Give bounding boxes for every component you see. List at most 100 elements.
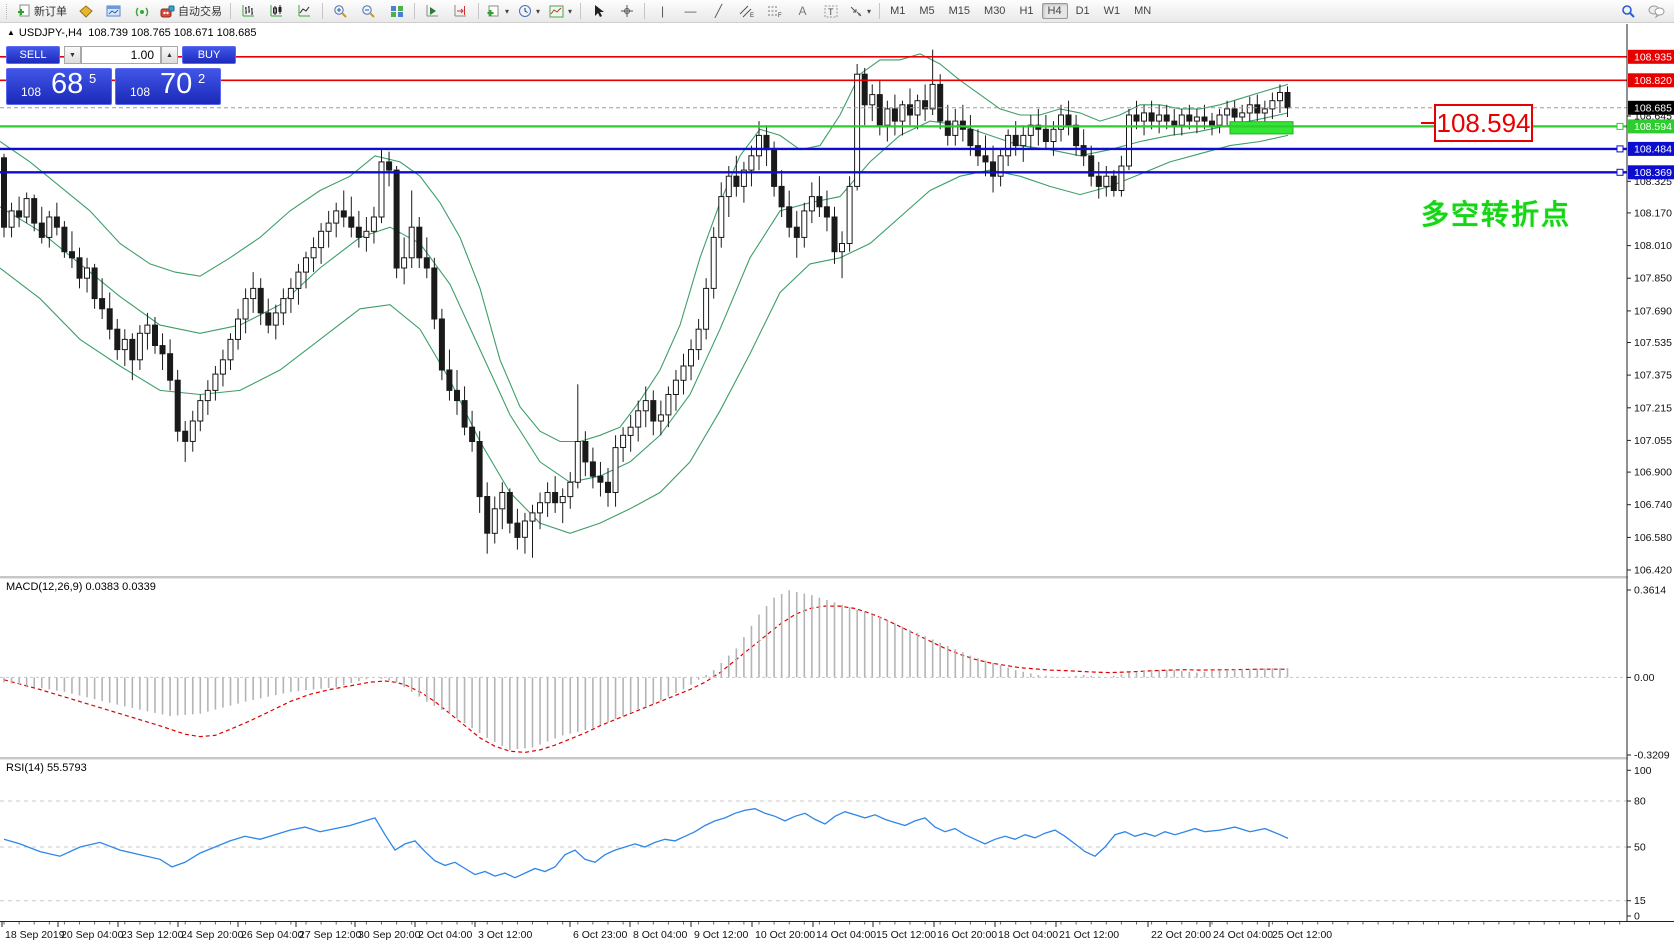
candle-body: [99, 298, 106, 310]
templates-button[interactable]: ▾: [545, 1, 576, 22]
text-label-button[interactable]: T: [817, 1, 844, 22]
horizontal-lines: [0, 55, 1627, 176]
chart-line-button[interactable]: [291, 1, 318, 22]
indicators-button[interactable]: ▾: [483, 1, 513, 22]
chat-button[interactable]: [1643, 1, 1670, 22]
time-label: 9 Oct 12:00: [694, 929, 748, 941]
candle-body: [521, 520, 528, 538]
svg-text:E: E: [750, 13, 754, 18]
sell-price-box[interactable]: 108 68 5: [6, 68, 112, 105]
timeframe-M5[interactable]: M5: [919, 5, 935, 17]
candle-body: [484, 496, 491, 534]
vertical-line-button[interactable]: |: [660, 4, 665, 18]
buy-button[interactable]: BUY: [182, 46, 236, 64]
timeframe-H4[interactable]: H4: [1041, 3, 1068, 19]
candle-body: [718, 196, 725, 238]
candle-body: [854, 73, 861, 187]
step-forward-button[interactable]: [419, 1, 446, 22]
sell-button[interactable]: SELL: [6, 46, 60, 64]
svg-text:107.535: 107.535: [1634, 337, 1672, 349]
signals-button[interactable]: [128, 1, 155, 22]
candle-body: [1209, 120, 1215, 126]
candle-body: [1103, 175, 1110, 187]
zoom-out-button[interactable]: [355, 1, 382, 22]
svg-text:107.215: 107.215: [1634, 402, 1672, 414]
candle-body: [167, 353, 174, 381]
volume-down-button[interactable]: ▼: [64, 46, 81, 64]
price-callout-box[interactable]: 108.594: [1434, 104, 1533, 142]
timeframe-W1[interactable]: W1: [1103, 5, 1121, 17]
candle-body: [416, 226, 423, 259]
autotrading-button[interactable]: 自动交易: [156, 1, 226, 22]
timeframe-MN[interactable]: MN: [1134, 5, 1152, 17]
periods-button[interactable]: ▾: [514, 1, 544, 22]
candle-body: [423, 257, 430, 269]
chart-candles-button[interactable]: [263, 1, 290, 22]
candle-body: [740, 169, 747, 187]
candle-body: [84, 267, 90, 279]
candle-body: [499, 492, 506, 510]
candle-body: [295, 271, 302, 289]
timeframe-H1[interactable]: H1: [1019, 5, 1034, 17]
candle-body: [1027, 124, 1034, 136]
new-order-button[interactable]: 新订单: [13, 1, 71, 22]
timeframe-M1[interactable]: M1: [890, 5, 906, 17]
candle-body: [1148, 112, 1155, 122]
svg-text:106.900: 106.900: [1634, 467, 1672, 479]
rsi-label: RSI(14) 55.5793: [6, 762, 87, 774]
chart-shift-icon: [454, 5, 466, 17]
equidistant-channel-icon: E: [739, 5, 754, 18]
time-label: 25 Oct 12:00: [1272, 929, 1332, 941]
candle-body: [1277, 92, 1283, 102]
fibonacci-icon: F: [768, 6, 782, 18]
candle-body: [907, 104, 913, 116]
trendline-button[interactable]: ╱: [714, 4, 723, 18]
svg-text:108.935: 108.935: [1634, 51, 1672, 63]
timeframe-D1[interactable]: D1: [1075, 5, 1090, 17]
candle-body: [106, 308, 113, 330]
svg-text:108.820: 108.820: [1634, 75, 1672, 87]
price-axis[interactable]: 108.645108.325108.170108.010107.850107.6…: [1627, 49, 1674, 923]
text-button[interactable]: A: [798, 4, 807, 18]
svg-text:108.594: 108.594: [1634, 121, 1672, 133]
svg-text:50: 50: [1634, 842, 1646, 854]
timeframe-M30[interactable]: M30: [984, 5, 1006, 17]
candle-body: [469, 426, 476, 443]
zoom-in-button[interactable]: [327, 1, 354, 22]
buy-price-box[interactable]: 108 70 2: [115, 68, 221, 105]
candle-body: [408, 226, 415, 259]
volume-input[interactable]: 1.00: [81, 46, 161, 64]
highlight-rect[interactable]: [1229, 121, 1294, 135]
candle-body: [250, 287, 257, 300]
channel-button[interactable]: E: [733, 1, 760, 22]
svg-text:107.375: 107.375: [1634, 370, 1672, 382]
search-button[interactable]: [1615, 1, 1642, 22]
volume-up-button[interactable]: ▲: [161, 46, 178, 64]
support-line-108484-handle[interactable]: [1616, 145, 1624, 153]
arrows-button[interactable]: ▾: [845, 1, 875, 22]
cursor-button[interactable]: [585, 1, 612, 22]
pivot-note-text[interactable]: 多空转折点: [1421, 199, 1572, 230]
candle-body: [627, 426, 634, 436]
chart-bars-button[interactable]: [235, 1, 262, 22]
candle-body: [922, 100, 929, 110]
chart-shift-button[interactable]: [447, 1, 474, 22]
toolbar-grip[interactable]: [6, 3, 10, 19]
candle-body: [212, 373, 219, 391]
candle-body: [91, 267, 98, 300]
candle-body: [1042, 128, 1049, 143]
candle-body: [386, 161, 393, 171]
support-line-108369-handle[interactable]: [1616, 168, 1624, 176]
timeframe-M15[interactable]: M15: [948, 5, 971, 17]
rsi-pane: [0, 800, 1627, 902]
market-watch-button[interactable]: [72, 1, 99, 22]
navigator-button[interactable]: [100, 1, 127, 22]
fibonacci-button[interactable]: F: [761, 1, 788, 22]
candle-body: [657, 414, 664, 422]
horizontal-line-button[interactable]: —: [684, 4, 697, 18]
crosshair-button[interactable]: [613, 1, 640, 22]
candle-body: [846, 185, 853, 244]
pivot-line-108594-handle[interactable]: [1616, 122, 1624, 130]
tile-windows-button[interactable]: [383, 1, 410, 22]
